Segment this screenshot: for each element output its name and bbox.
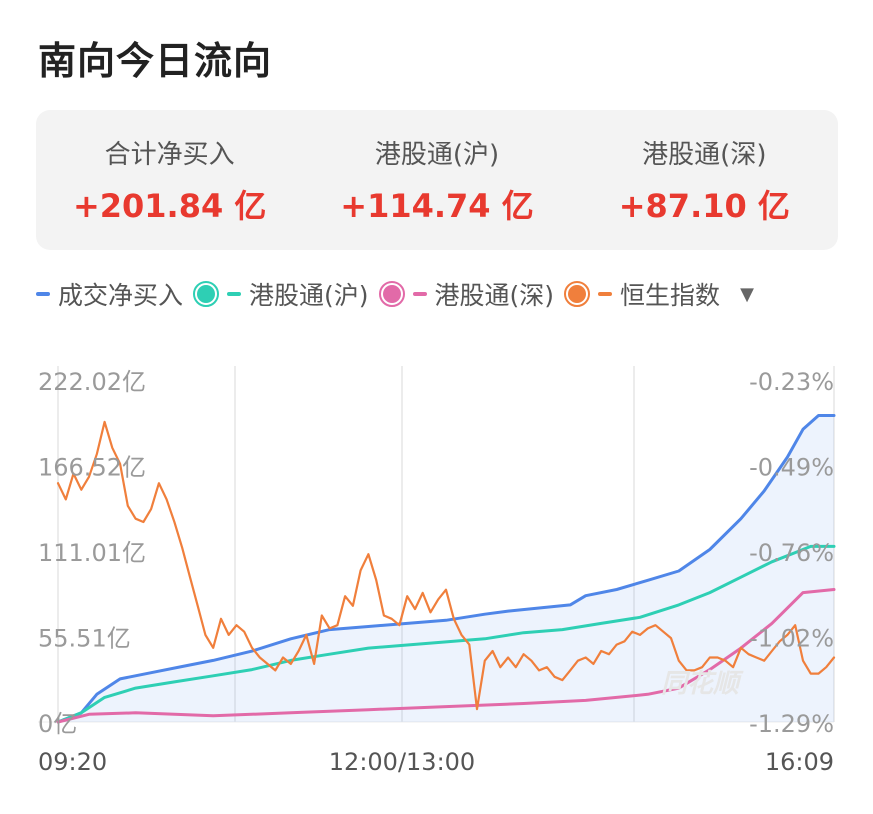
y-right-tick-label: -0.23% — [749, 368, 834, 396]
x-tick-label: 12:00/13:00 — [329, 748, 475, 776]
y-left-tick-label: 222.02亿 — [38, 368, 146, 396]
stat-shanghai-value: +114.74 亿 — [340, 186, 534, 225]
chart-grid — [38, 366, 835, 723]
legend-item-net-buy[interactable]: 成交净买入 — [36, 276, 183, 312]
y-left-tick-label: 0亿 — [38, 710, 77, 738]
legend-dash-icon — [598, 292, 613, 296]
legend-label-shenzhen: 港股通(深) — [434, 281, 555, 310]
series-line-3 — [56, 420, 836, 711]
legend-dash-icon — [412, 292, 427, 296]
legend-label-hsi: 恒生指数 — [620, 281, 721, 310]
watermark: 同花顺 — [661, 669, 744, 699]
stat-shanghai: 港股通(沪) +114.74 亿 — [303, 110, 570, 250]
chart-legend: 成交净买入 港股通(沪) 港股通(深) 恒生指数 ▼ — [36, 274, 846, 314]
chevron-down-icon[interactable]: ▼ — [740, 283, 754, 305]
y-right-tick-label: -0.49% — [749, 454, 834, 482]
legend-label-shanghai: 港股通(沪) — [249, 281, 369, 310]
legend-item-hsi[interactable]: 恒生指数 — [564, 276, 721, 312]
stat-total-label: 合计净买入 — [104, 139, 235, 170]
legend-item-shanghai[interactable]: 港股通(沪) — [193, 276, 369, 312]
x-axis: 09:20 12:00/13:00 16:09 — [38, 748, 834, 776]
stat-total: 合计净买入 +201.84 亿 — [36, 110, 303, 250]
stat-shenzhen: 港股通(深) +87.10 亿 — [571, 110, 838, 250]
legend-dot-icon — [378, 281, 405, 307]
series-area-0 — [58, 415, 834, 722]
y-left-tick-label: 111.01亿 — [38, 539, 146, 567]
y-left-tick-label: 55.51亿 — [38, 625, 131, 653]
x-tick-label: 09:20 — [38, 748, 107, 776]
page-title: 南向今日流向 — [38, 39, 273, 83]
stat-shanghai-label: 港股通(沪) — [374, 139, 500, 170]
y-left-axis: 222.02亿 166.52亿 111.01亿 55.51亿 0亿 — [38, 368, 146, 738]
flow-chart: 同花顺 222.02亿 166.52亿 111.01亿 55.51亿 0亿 -0.23%… — [38, 366, 836, 776]
legend-item-shenzhen[interactable]: 港股通(深) — [378, 276, 555, 312]
stat-shenzhen-value: +87.10 亿 — [618, 186, 790, 225]
y-right-tick-label: -1.02% — [749, 625, 834, 653]
y-right-tick-label: -0.76% — [749, 539, 834, 567]
legend-dash-icon — [227, 292, 242, 296]
series-line-2 — [56, 588, 836, 724]
y-right-axis: -0.23% -0.49% -0.76% -1.02% -1.29% — [749, 368, 834, 738]
chart-areas — [58, 415, 834, 722]
legend-dot-icon — [193, 281, 220, 307]
stat-shenzhen-label: 港股通(深) — [642, 139, 767, 170]
y-right-tick-label: -1.29% — [749, 710, 834, 738]
chart-lines — [56, 414, 836, 724]
x-tick-label: 16:09 — [765, 748, 834, 776]
series-line-0 — [56, 414, 836, 724]
legend-dash-icon — [36, 292, 50, 296]
summary-panel: 合计净买入 +201.84 亿 港股通(沪) +114.74 亿 港股通(深) … — [36, 110, 838, 250]
y-left-tick-label: 166.52亿 — [38, 454, 146, 482]
legend-label-net-buy: 成交净买入 — [58, 281, 184, 310]
stat-total-value: +201.84 亿 — [72, 186, 267, 225]
legend-dot-icon — [564, 281, 591, 307]
